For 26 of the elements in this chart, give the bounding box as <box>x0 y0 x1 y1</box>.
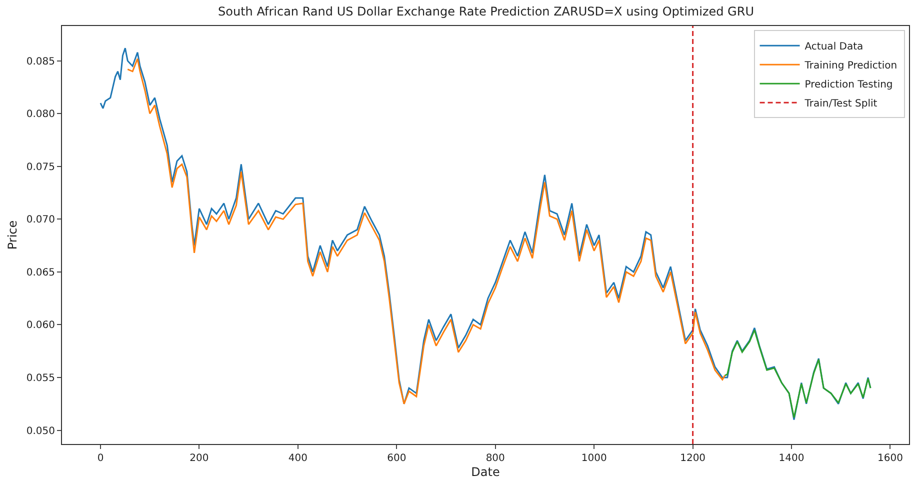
legend-label: Training Prediction <box>804 60 898 72</box>
x-tick-label: 400 <box>288 453 308 464</box>
y-tick-label: 0.070 <box>26 214 55 226</box>
chart-title: South African Rand US Dollar Exchange Rate Prediction ZARUSD=X using Optimized GRU <box>218 4 754 19</box>
x-tick-label: 800 <box>486 453 505 464</box>
x-tick-label: 1000 <box>581 453 607 464</box>
legend-label: Actual Data <box>804 42 864 53</box>
y-axis-title: Price <box>6 220 20 250</box>
legend-label: Prediction Testing <box>804 80 893 91</box>
y-tick-label: 0.065 <box>26 267 55 278</box>
x-tick-label: 1200 <box>680 453 706 464</box>
legend-label: Train/Test Split <box>804 98 878 110</box>
x-tick-label: 0 <box>97 453 104 464</box>
y-tick-label: 0.055 <box>26 373 55 384</box>
x-tick-label: 600 <box>387 453 406 464</box>
y-tick-label: 0.060 <box>26 320 55 332</box>
y-tick-label: 0.075 <box>26 162 55 173</box>
line-series <box>126 58 726 405</box>
line-series <box>724 329 872 418</box>
y-tick-label: 0.080 <box>26 109 55 120</box>
x-tick-label: 1400 <box>778 453 804 464</box>
x-axis-title: Date <box>471 464 500 479</box>
y-tick-label: 0.050 <box>26 426 55 437</box>
x-tick-label: 200 <box>190 453 209 464</box>
x-tick-label: 1600 <box>878 453 903 464</box>
y-tick-label: 0.085 <box>26 56 55 68</box>
